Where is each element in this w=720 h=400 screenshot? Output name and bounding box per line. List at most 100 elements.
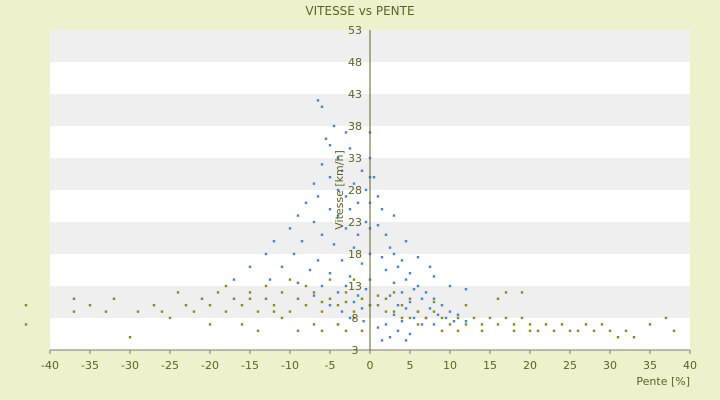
data-point-series-2: [104, 310, 108, 313]
data-point-series-1: [328, 272, 332, 275]
y-tick-label: 3: [352, 344, 359, 357]
data-point-series-2: [352, 278, 356, 281]
data-point-series-2: [400, 304, 404, 307]
data-point-series-2: [584, 323, 588, 326]
data-point-series-1: [416, 284, 420, 288]
data-point-series-1: [336, 291, 340, 294]
data-point-series-1: [356, 233, 360, 236]
data-point-series-2: [608, 329, 612, 332]
data-point-series-1: [340, 259, 344, 262]
data-point-series-2: [264, 284, 268, 288]
data-point-series-2: [376, 294, 380, 297]
data-point-series-1: [376, 326, 380, 329]
data-point-series-2: [400, 316, 404, 320]
y-tick-label: 8: [352, 312, 359, 325]
data-point-series-2: [168, 316, 172, 320]
data-point-series-2: [648, 323, 652, 326]
y-tick-label: 23: [348, 216, 362, 229]
data-point-series-2: [480, 323, 484, 326]
data-point-series-1: [348, 147, 352, 150]
x-tick-label: -10: [281, 359, 299, 372]
data-point-series-1: [396, 329, 400, 332]
data-point-series-2: [184, 304, 188, 307]
data-point-series-1: [384, 268, 388, 272]
data-point-series-1: [248, 265, 252, 268]
data-point-series-1: [400, 320, 404, 323]
data-point-series-2: [456, 316, 460, 320]
data-point-series-1: [360, 169, 364, 172]
data-point-series-2: [416, 310, 420, 313]
data-point-series-2: [264, 297, 268, 300]
y-axis-label: Vitesse [km/h]: [333, 150, 346, 230]
data-point-series-2: [568, 329, 572, 332]
data-point-series-2: [408, 297, 412, 300]
x-tick-label: 30: [603, 359, 617, 372]
data-point-series-2: [240, 304, 244, 307]
data-point-series-2: [200, 297, 204, 300]
data-point-series-1: [340, 310, 344, 313]
data-point-series-2: [592, 329, 596, 332]
data-point-series-1: [268, 278, 272, 281]
data-point-series-2: [88, 304, 92, 307]
data-point-series-2: [72, 297, 76, 300]
data-point-series-1: [464, 320, 468, 323]
data-point-series-2: [480, 329, 484, 332]
data-point-series-1: [392, 313, 396, 316]
data-point-series-1: [362, 320, 365, 323]
data-point-series-2: [464, 304, 468, 307]
x-tick-label: 0: [367, 359, 374, 372]
data-point-series-1: [328, 208, 332, 211]
data-point-series-1: [320, 163, 324, 166]
data-point-series-1: [380, 339, 384, 342]
data-point-series-2: [440, 316, 444, 320]
data-point-series-2: [296, 297, 300, 300]
data-point-series-1: [440, 304, 444, 307]
data-point-series-1: [380, 208, 384, 211]
data-point-series-1: [420, 323, 424, 326]
data-point-series-1: [328, 144, 332, 147]
data-point-series-1: [344, 227, 348, 230]
data-point-series-1: [316, 259, 320, 262]
x-tick-label: -25: [161, 359, 179, 372]
x-tick-label: -30: [121, 359, 139, 372]
data-point-series-1: [316, 99, 320, 102]
data-point-series-1: [448, 310, 452, 313]
data-point-series-2: [392, 291, 396, 294]
x-tick-label: -35: [81, 359, 99, 372]
data-point-series-2: [392, 310, 396, 313]
data-point-series-2: [160, 310, 164, 313]
data-point-series-1: [408, 332, 412, 336]
data-point-series-2: [216, 291, 220, 294]
y-tick-label: 48: [348, 56, 362, 69]
data-point-series-2: [272, 310, 276, 313]
data-point-series-1: [420, 297, 424, 300]
data-point-series-1: [296, 214, 300, 217]
data-point-series-2: [456, 329, 460, 332]
data-point-series-2: [528, 323, 532, 326]
data-point-series-2: [232, 297, 236, 300]
data-point-series-1: [336, 214, 340, 217]
data-point-series-2: [520, 291, 524, 294]
data-point-series-1: [364, 288, 368, 291]
data-point-series-1: [332, 243, 336, 246]
data-point-series-2: [512, 329, 516, 332]
data-point-series-1: [332, 124, 336, 128]
data-point-series-2: [336, 323, 340, 326]
data-point-series-2: [616, 336, 620, 339]
data-point-series-1: [348, 316, 352, 320]
data-point-series-2: [440, 329, 444, 332]
x-tick-label: 15: [483, 359, 497, 372]
data-point-series-2: [176, 291, 180, 294]
data-point-series-1: [400, 259, 404, 262]
axes: [49, 30, 691, 354]
data-point-series-2: [408, 316, 412, 320]
data-point-series-1: [324, 137, 328, 140]
y-tick-label: 53: [348, 24, 362, 37]
data-point-series-2: [24, 323, 28, 326]
data-point-series-2: [416, 323, 420, 326]
data-point-series-1: [384, 323, 388, 326]
data-point-series-1: [464, 288, 468, 291]
data-point-series-1: [340, 169, 344, 172]
data-point-series-1: [408, 272, 412, 275]
